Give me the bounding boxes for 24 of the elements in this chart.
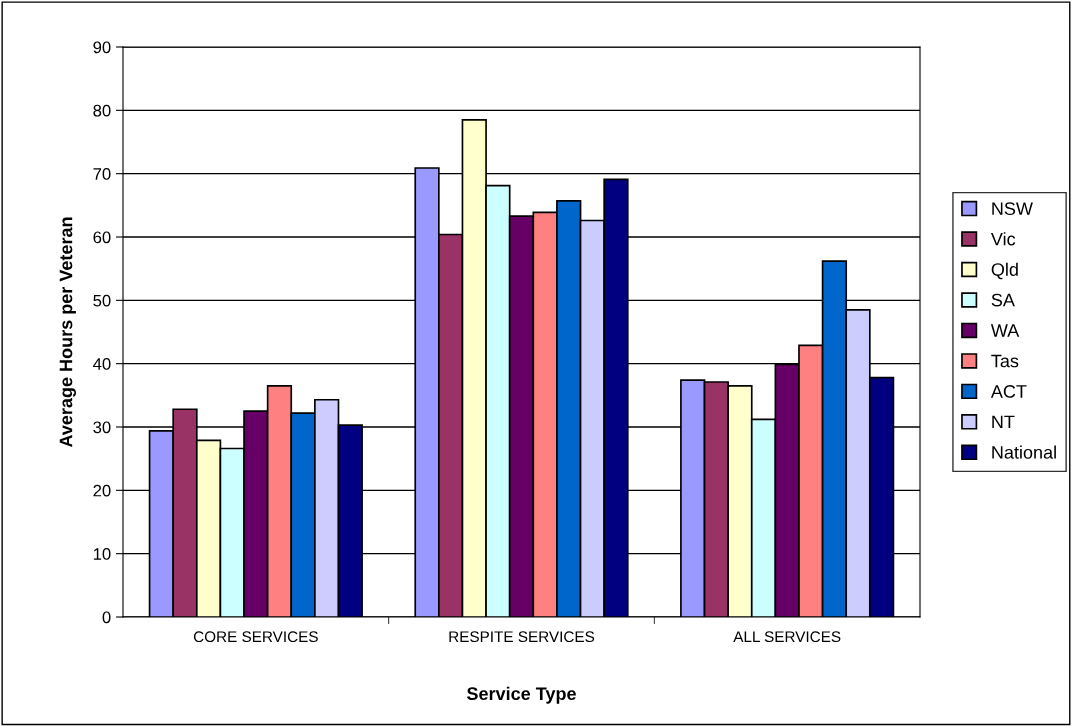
legend-label: SA [991,293,1015,307]
y-tick-label: 90 [93,41,111,54]
y-tick-label: 10 [93,548,111,560]
y-tick-label: 20 [93,484,111,497]
y-tick-label: 50 [93,294,111,307]
y-tick-label: 70 [93,168,111,180]
x-tick-label: RESPITE SERVICES [449,631,595,643]
legend-label: National [992,445,1056,459]
y-tick-label: 0 [102,611,111,624]
legend-label: ACT [990,385,1027,398]
y-axis-title: Average Hours per Veteran [59,217,76,448]
y-tick-label: 30 [93,421,111,434]
x-axis-title: Service Type [466,686,576,704]
y-tick-label: 80 [93,104,111,117]
legend-label: NT [992,415,1015,429]
x-tick-label: CORE SERVICES [193,631,318,643]
legend-label: NSW [992,202,1033,216]
legend-label: WA [990,324,1020,337]
x-tick-label: ALL SERVICES [733,631,841,643]
legend-label: Tas [991,354,1019,368]
y-tick-label: 40 [93,358,111,370]
legend-label: Qld [991,262,1018,280]
y-tick-label: 60 [93,231,111,244]
legend-label: Vic [990,232,1016,246]
